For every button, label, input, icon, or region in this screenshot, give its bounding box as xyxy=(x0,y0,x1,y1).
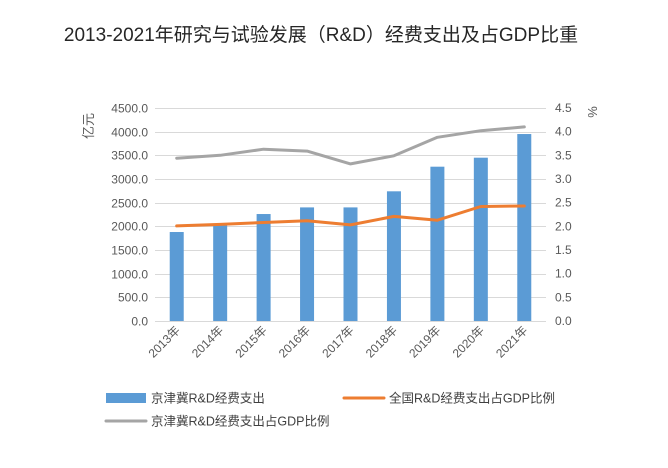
legend-label: 京津冀R&D经费支出占GDP比例 xyxy=(151,414,329,429)
legend-label: 全国R&D经费支出占GDP比例 xyxy=(389,391,555,406)
left-axis-tick-label: 4500.0 xyxy=(111,102,148,116)
left-axis-tick-label: 500.0 xyxy=(118,291,148,305)
legend-label: 京津冀R&D经费支出 xyxy=(151,391,265,406)
left-axis-tick-label: 1000.0 xyxy=(111,268,148,282)
right-axis-tick-label: 0.5 xyxy=(555,290,572,304)
bar-2014年 xyxy=(213,224,228,321)
right-axis-tick-label: 2.5 xyxy=(555,196,572,210)
bar-2017年 xyxy=(343,207,358,321)
bar-series xyxy=(169,134,532,321)
left-axis-tick-label: 3000.0 xyxy=(111,173,148,187)
x-axis-tick-label: 2020年 xyxy=(450,323,487,360)
right-axis-unit: % xyxy=(585,106,600,118)
x-axis-tick-label: 2018年 xyxy=(363,323,400,360)
bar-2013年 xyxy=(169,232,184,321)
bar-2019年 xyxy=(430,166,445,321)
x-axis-tick-label: 2019年 xyxy=(406,323,443,360)
legend-item: 京津冀R&D经费支出 xyxy=(106,391,265,406)
line-series xyxy=(175,125,526,228)
bar-2018年 xyxy=(386,191,401,321)
right-axis-tick-label: 4.5 xyxy=(555,101,572,115)
left-axis-tick-label: 3500.0 xyxy=(111,149,148,163)
bar-2015年 xyxy=(256,214,271,321)
left-axis-tick-label: 2500.0 xyxy=(111,197,148,211)
left-axis-ticks: 0.0 500.0 1000.0 1500.0 2000.0 2500.0 3000.0 35… xyxy=(111,102,148,329)
bar-2016年 xyxy=(300,207,315,321)
x-axis-tick-label: 2013年 xyxy=(146,323,183,360)
x-axis-tick-label: 2021年 xyxy=(493,323,530,360)
right-axis-tick-label: 2.0 xyxy=(555,219,572,233)
left-axis-tick-label: 2000.0 xyxy=(111,220,148,234)
right-axis-tick-label: 3.5 xyxy=(555,148,572,162)
legend-item: 京津冀R&D经费支出占GDP比例 xyxy=(104,414,329,429)
right-axis-tick-label: 1.5 xyxy=(555,243,572,257)
right-axis-tick-label: 0.0 xyxy=(555,314,572,328)
x-axis-tick-label: 2016年 xyxy=(276,323,313,360)
left-axis-unit: 亿元 xyxy=(81,113,96,139)
x-axis-ticks: 2013年 2014年 2015年 2016年 2017年 2018年 2019年 2020年… xyxy=(146,323,531,360)
right-axis-tick-label: 4.0 xyxy=(555,125,572,139)
x-axis-tick-label: 2015年 xyxy=(232,323,269,360)
chart-title: 2013-2021年研究与试验发展（R&D）经费支出及占GDP比重 xyxy=(64,24,578,46)
right-axis-tick-label: 3.0 xyxy=(555,172,572,186)
x-axis-tick-label: 2017年 xyxy=(319,323,356,360)
x-axis-tick-label: 2014年 xyxy=(189,323,226,360)
left-axis-tick-label: 1500.0 xyxy=(111,244,148,258)
legend: 京津冀R&D经费支出 全国R&D经费支出占GDP比例京津冀R&D经费支出占GDP比… xyxy=(104,391,555,429)
series-line-1 xyxy=(175,204,526,228)
bar-2021年 xyxy=(517,134,532,321)
series-line-2 xyxy=(175,125,526,166)
right-axis-ticks: 0.0 0.5 1.0 1.5 2.0 2.5 3.0 3.5 4.0 4.5 xyxy=(555,101,572,328)
left-axis-tick-label: 0.0 xyxy=(131,315,148,329)
left-axis-tick-label: 4000.0 xyxy=(111,126,148,140)
legend-swatch-bar xyxy=(106,393,146,403)
legend-item: 全国R&D经费支出占GDP比例 xyxy=(342,391,555,406)
right-axis-tick-label: 1.0 xyxy=(555,267,572,281)
bar-2020年 xyxy=(473,157,488,321)
